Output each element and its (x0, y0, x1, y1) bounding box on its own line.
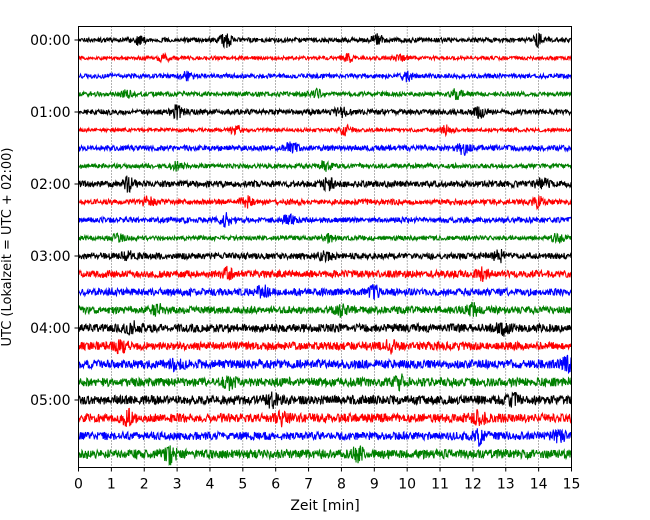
y-tick-label: 05:00 (30, 393, 70, 409)
trace-row-0 (77, 32, 573, 50)
x-tick-label: 0 (74, 477, 83, 493)
trace-row-19 (78, 373, 573, 392)
trace-row-5 (77, 123, 573, 138)
y-axis-label: UTC (Lokalzeit = UTC + 02:00) (0, 148, 15, 347)
x-tick-label: 6 (271, 477, 280, 493)
x-tick-label: 1 (107, 477, 116, 493)
x-tick-label: 3 (173, 477, 182, 493)
trace-row-22 (77, 428, 573, 447)
trace-row-6 (78, 141, 573, 156)
x-tick-label: 11 (431, 477, 449, 493)
trace-row-16 (77, 320, 572, 337)
trace-row-13 (77, 265, 573, 283)
trace-row-9 (77, 195, 572, 211)
trace-row-4 (77, 104, 572, 120)
y-tick-label: 04:00 (30, 321, 70, 337)
x-tick-label: 8 (337, 477, 346, 493)
trace-row-21 (77, 407, 573, 428)
plot-frame (78, 26, 572, 468)
trace-row-11 (77, 232, 573, 245)
x-axis-label: Zeit [min] (290, 498, 359, 514)
trace-row-10 (78, 212, 572, 228)
trace-row-12 (77, 248, 573, 264)
y-tick-label: 02:00 (30, 177, 70, 193)
y-tick-label: 01:00 (30, 105, 70, 121)
trace-row-14 (78, 284, 573, 300)
x-tick-label: 10 (398, 477, 416, 493)
y-tick-label: 03:00 (30, 249, 70, 265)
x-tick-label: 2 (140, 477, 149, 493)
trace-row-17 (77, 339, 572, 355)
trace-row-7 (78, 160, 573, 172)
x-tick-label: 4 (206, 477, 215, 493)
x-tick-label: 9 (370, 477, 379, 493)
x-tick-label: 12 (464, 477, 482, 493)
x-tick-label: 7 (304, 477, 313, 493)
trace-row-18 (77, 354, 573, 375)
x-axis-ticks: 0 1 2 3 4 5 6 7 8 9 10 11 12 13 14 15 (74, 467, 581, 493)
trace-row-1 (77, 51, 573, 64)
x-tick-label: 14 (530, 477, 548, 493)
trace-row-23 (78, 445, 573, 466)
x-tick-label: 5 (238, 477, 247, 493)
y-axis-ticks: 00:00 01:00 02:00 03:00 04:00 05:00 (30, 33, 79, 409)
trace-row-3 (78, 87, 572, 101)
trace-row-20 (77, 391, 573, 410)
traces (77, 32, 573, 466)
trace-row-15 (78, 301, 573, 318)
x-tick-label: 15 (563, 477, 581, 493)
x-tick-label: 13 (497, 477, 515, 493)
y-tick-label: 00:00 (30, 33, 70, 49)
trace-row-8 (77, 175, 573, 194)
trace-row-2 (78, 70, 572, 83)
